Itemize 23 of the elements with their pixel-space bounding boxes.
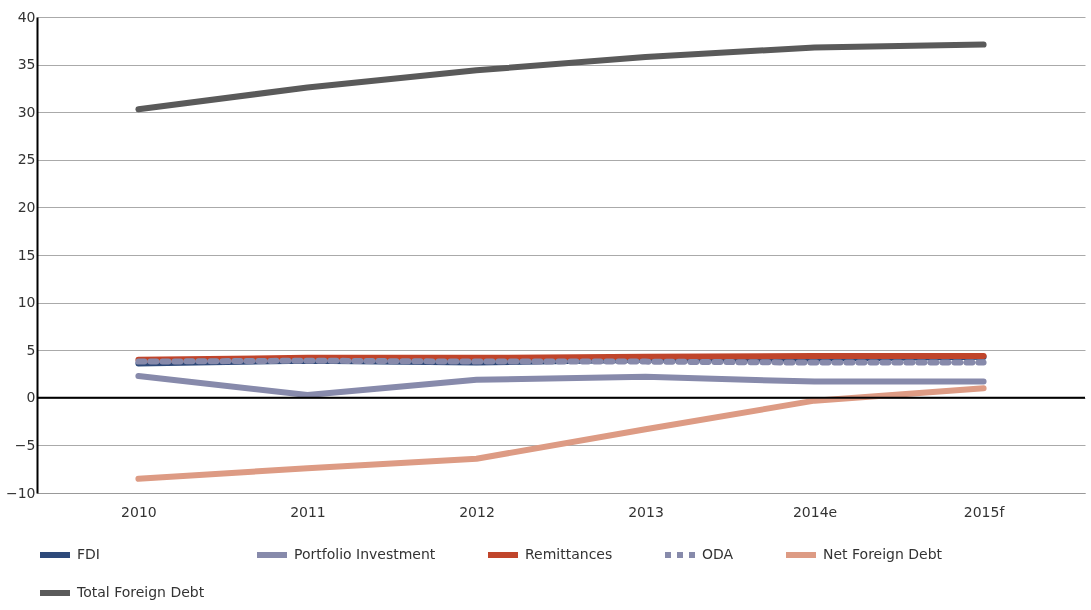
legend-label: Remittances <box>525 546 613 562</box>
y-tick-label: 5 <box>26 341 36 358</box>
legend-label: ODA <box>702 546 734 562</box>
y-tick-label: 0 <box>26 389 36 406</box>
y-tick-label: 10 <box>17 294 36 311</box>
legend-label: FDI <box>77 546 100 562</box>
y-tick-label: 35 <box>17 56 36 73</box>
x-tick-label: 2013 <box>628 503 664 520</box>
legend-label: Total Foreign Debt <box>76 584 205 600</box>
y-tick-label: 30 <box>17 103 36 120</box>
y-tick-label: −5 <box>14 436 36 453</box>
y-tick-label: 40 <box>17 8 36 25</box>
y-tick-label: 25 <box>17 151 36 168</box>
x-tick-label: 2011 <box>290 503 326 520</box>
y-tick-label: 20 <box>17 198 36 215</box>
x-tick-label: 2010 <box>121 503 157 520</box>
legend-label: Net Foreign Debt <box>823 546 943 562</box>
y-tick-label: 15 <box>17 246 36 263</box>
x-tick-label: 2014e <box>792 503 838 520</box>
y-tick-label: −10 <box>5 484 36 501</box>
x-tick-label: 2015f <box>963 503 1006 520</box>
x-tick-label: 2012 <box>459 503 495 520</box>
legend-label: Portfolio Investment <box>294 546 436 562</box>
